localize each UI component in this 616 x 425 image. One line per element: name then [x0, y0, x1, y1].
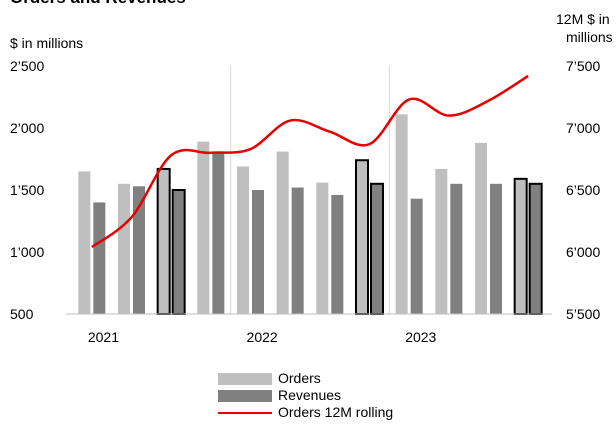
right-axis-label-line2: millions	[566, 29, 613, 45]
revenues-bar	[212, 152, 225, 314]
orders-bar	[237, 166, 249, 314]
orders-bar	[78, 171, 91, 314]
orders-bar	[197, 141, 210, 314]
legend-item-revenues: Revenues	[218, 387, 393, 404]
orders-bar	[355, 159, 369, 315]
orders-bar	[435, 168, 448, 314]
left-axis-label: $ in millions	[10, 35, 83, 51]
revenues-bar	[93, 202, 106, 314]
legend-swatch-rolling	[218, 412, 272, 415]
legend-swatch-revenues	[218, 390, 272, 403]
orders-bar	[475, 142, 487, 314]
right-tick-label: 7’500	[566, 58, 600, 74]
revenues-bar	[490, 183, 502, 314]
revenues-bar	[370, 182, 384, 315]
revenues-bar	[252, 190, 264, 314]
revenues-bar	[528, 182, 543, 315]
left-tick-label: 2’500	[10, 58, 44, 74]
gridlines	[230, 66, 390, 314]
right-tick-label: 7’000	[566, 120, 600, 136]
orders-bar	[276, 151, 289, 314]
orders-bar	[118, 183, 130, 314]
bars	[78, 114, 543, 315]
right-tick-label: 5’500	[566, 306, 600, 322]
left-tick-label: 1’000	[10, 244, 44, 260]
orders-bar	[316, 182, 329, 314]
legend-label-rolling: Orders 12M rolling	[278, 404, 394, 420]
legend-label-revenues: Revenues	[278, 387, 342, 403]
chart-title: Orders and Revenues	[10, 0, 186, 8]
legend-item-orders: Orders	[218, 370, 393, 387]
rolling-line	[91, 74, 529, 249]
year-label: 2023	[405, 329, 436, 345]
right-tick-label: 6’500	[566, 182, 600, 198]
axes: $ in millions 500 5’500 1’000 6’000 1’500 6’5…	[10, 35, 600, 345]
revenues-bar	[410, 198, 423, 314]
orders-bar	[156, 167, 171, 315]
revenues-bar	[133, 186, 145, 314]
year-label: 2022	[247, 329, 278, 345]
revenues-bar	[331, 194, 344, 314]
left-tick-label: 1’500	[10, 182, 44, 198]
left-tick-label: 2’000	[10, 120, 44, 136]
revenues-bar	[450, 183, 463, 314]
orders-bar	[513, 177, 528, 315]
left-tick-label: 500	[10, 306, 34, 322]
right-tick-label: 6’000	[566, 244, 600, 260]
year-label: 2021	[88, 329, 119, 345]
revenues-bar	[171, 189, 186, 315]
legend-label-orders: Orders	[278, 370, 321, 386]
legend-item-rolling: Orders 12M rolling	[218, 404, 393, 421]
orders-12m-rolling-line	[91, 74, 529, 249]
right-axis-label-line1: 12M $ in	[556, 11, 610, 27]
right-axis-label: 12M $ in millions	[556, 11, 613, 45]
orders-bar	[395, 114, 408, 314]
legend: Orders Revenues Orders 12M rolling	[218, 370, 393, 421]
revenues-bar	[291, 187, 304, 314]
legend-swatch-orders	[218, 373, 272, 386]
